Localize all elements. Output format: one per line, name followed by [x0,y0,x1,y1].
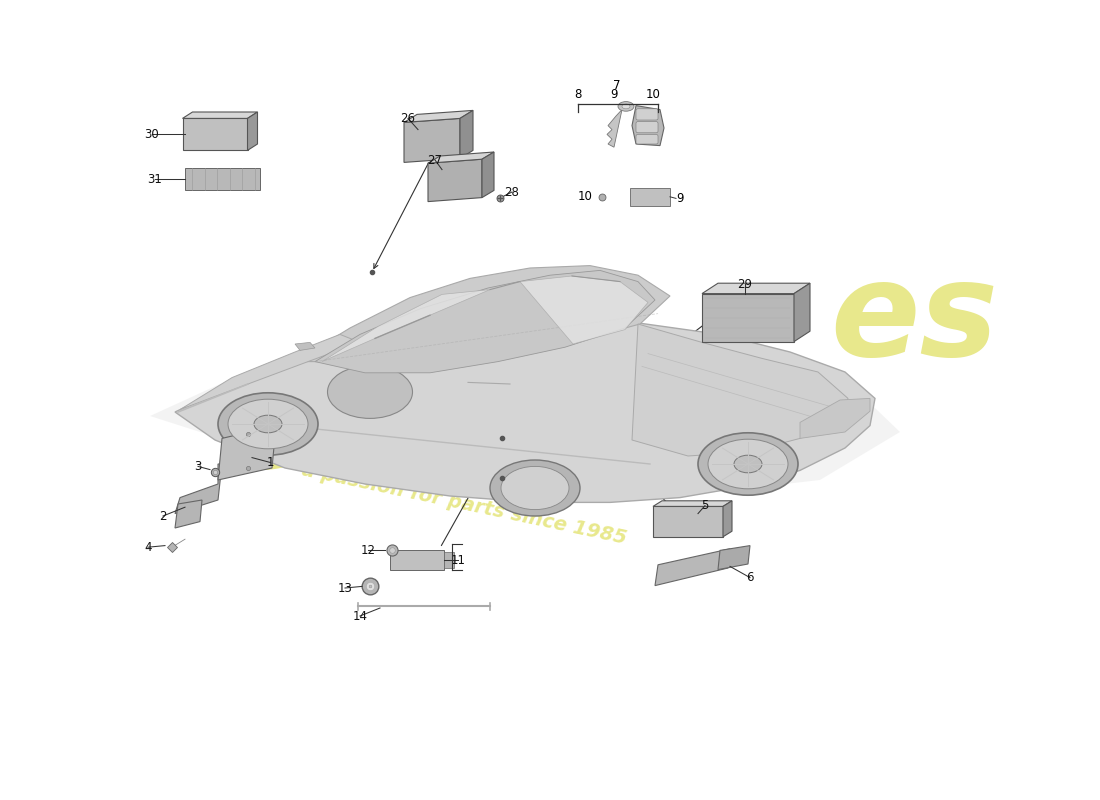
Text: 9: 9 [676,192,684,205]
Polygon shape [607,110,621,147]
Polygon shape [654,549,730,586]
Text: 9: 9 [610,88,618,101]
Text: 5: 5 [702,499,708,512]
Text: 4: 4 [144,541,152,554]
Polygon shape [218,426,276,480]
Polygon shape [404,118,460,162]
Text: 11: 11 [451,554,465,566]
Polygon shape [277,266,670,372]
Ellipse shape [708,439,788,489]
Polygon shape [428,159,482,202]
Text: 29: 29 [737,278,752,290]
Text: 10: 10 [578,190,593,203]
FancyBboxPatch shape [636,109,658,120]
Polygon shape [794,283,810,342]
FancyBboxPatch shape [183,118,248,150]
Polygon shape [653,501,732,506]
Ellipse shape [698,433,798,495]
Polygon shape [295,342,315,350]
FancyBboxPatch shape [636,134,658,144]
Polygon shape [315,270,654,373]
Text: 8: 8 [574,88,582,101]
FancyBboxPatch shape [390,550,444,570]
Polygon shape [520,276,648,344]
Polygon shape [248,112,257,150]
Text: a passion for parts since 1985: a passion for parts since 1985 [300,460,628,548]
Ellipse shape [490,460,580,516]
FancyBboxPatch shape [444,552,454,568]
Polygon shape [632,106,664,146]
Ellipse shape [500,466,569,510]
Polygon shape [180,334,360,410]
Ellipse shape [734,455,762,473]
Polygon shape [175,500,202,528]
Text: es: es [830,257,998,383]
Polygon shape [428,152,494,163]
Text: 6: 6 [746,571,754,584]
Text: 12: 12 [361,544,375,557]
Polygon shape [322,290,490,362]
Polygon shape [702,283,810,294]
Polygon shape [800,398,870,438]
Text: 7: 7 [614,79,620,92]
Text: 27: 27 [428,154,442,166]
Text: 30: 30 [144,128,159,141]
Polygon shape [482,152,494,198]
Text: 13: 13 [338,582,352,594]
Polygon shape [460,110,473,158]
FancyBboxPatch shape [653,506,723,537]
Polygon shape [404,110,473,122]
Polygon shape [632,324,848,456]
FancyBboxPatch shape [636,122,658,133]
Polygon shape [183,112,257,118]
Ellipse shape [618,102,634,111]
Text: 2: 2 [160,510,167,522]
Text: eurosol: eurosol [220,369,773,495]
Text: 31: 31 [147,173,163,186]
Polygon shape [723,501,732,537]
Text: 3: 3 [195,460,201,473]
Text: 10: 10 [646,88,660,101]
Polygon shape [175,322,874,502]
Polygon shape [718,546,750,570]
FancyBboxPatch shape [185,168,260,190]
FancyBboxPatch shape [702,294,794,342]
FancyBboxPatch shape [630,188,670,206]
Text: 14: 14 [352,610,367,622]
Text: 26: 26 [400,112,416,125]
Ellipse shape [621,104,630,109]
Ellipse shape [218,393,318,455]
Text: 1: 1 [266,456,274,469]
Polygon shape [175,464,222,514]
Ellipse shape [254,415,282,433]
Polygon shape [150,344,900,496]
Text: 28: 28 [505,186,519,198]
Ellipse shape [328,366,412,418]
Ellipse shape [228,399,308,449]
